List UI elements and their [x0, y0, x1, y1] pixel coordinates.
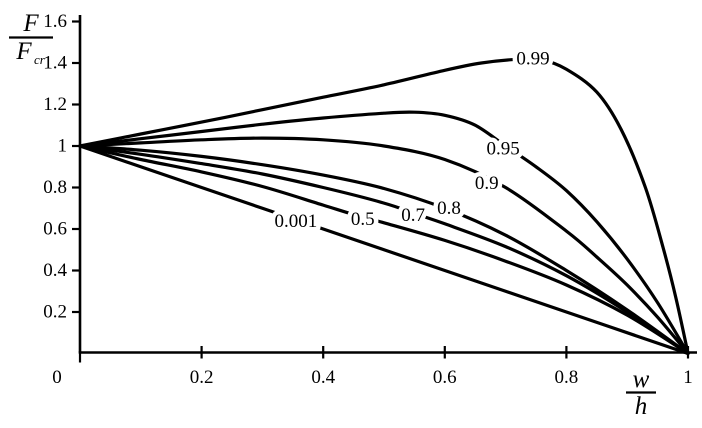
x-tick-label: 0.6 — [433, 367, 457, 388]
curve-0.99 — [78, 57, 690, 356]
curve-0.5 — [78, 144, 690, 356]
x-tick-label: 0.2 — [190, 367, 214, 388]
curve-0.9 — [78, 136, 690, 356]
y-tick-label: 1.2 — [43, 94, 67, 115]
curve-label-0.001: 0.001 — [274, 211, 317, 232]
x-axis-label-denominator: h — [635, 393, 648, 420]
y-axis-label-numerator: F — [22, 10, 39, 37]
y-tick-label: 0.4 — [43, 260, 67, 281]
y-tick-label: 1.6 — [43, 11, 67, 32]
y-tick-label: 0.2 — [43, 302, 67, 323]
y-tick-label: 0.6 — [43, 219, 67, 240]
y-tick-label: 0.8 — [43, 177, 67, 198]
y-axis-label-denominator-subscript: cr — [34, 52, 46, 67]
curve-0.001 — [78, 144, 690, 356]
x-tick-label: 0.4 — [311, 367, 335, 388]
curve-label-0.99: 0.99 — [516, 48, 549, 69]
curve-label-0.9: 0.9 — [475, 173, 499, 194]
x-tick-label: 0.8 — [555, 367, 579, 388]
curve-0.8 — [78, 144, 690, 356]
y-axis-label-denominator: F — [15, 38, 32, 65]
y-tick-label: 1.4 — [43, 53, 67, 74]
curve-label-0.95: 0.95 — [487, 139, 520, 160]
curve-0.95 — [78, 110, 690, 356]
curve-label-0.8: 0.8 — [437, 198, 461, 219]
x-tick-label: 1 — [683, 367, 693, 388]
x-axis-label-numerator: w — [633, 366, 650, 393]
curve-label-0.5: 0.5 — [351, 209, 375, 230]
origin-label: 0 — [52, 367, 62, 388]
curve-0.7 — [78, 144, 690, 356]
curve-label-0.7: 0.7 — [401, 205, 425, 226]
y-tick-label: 1 — [58, 136, 68, 157]
